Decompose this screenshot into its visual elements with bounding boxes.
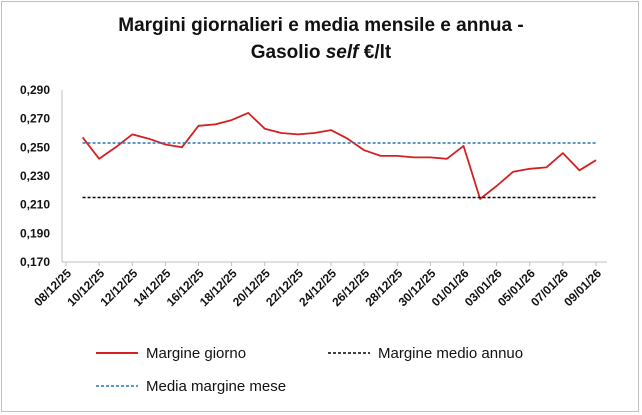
chart-title-prefix: Gasolio — [250, 42, 326, 63]
y-tick-label: 0,290 — [20, 83, 50, 97]
legend: Margine giorno Margine medio annuo Media m… — [96, 345, 523, 395]
y-tick-label: 0,210 — [20, 198, 50, 212]
x-axis-ticks: 08/12/2510/12/2512/12/2514/12/2516/12/25… — [31, 262, 604, 309]
legend-label: Media margine mese — [146, 378, 286, 395]
y-tick-label: 0,190 — [20, 226, 50, 240]
y-tick-label: 0,250 — [20, 140, 50, 154]
series-lines — [81, 112, 597, 200]
chart-title-suffix: €/lt — [358, 42, 392, 63]
x-tick-label: 09/01/26 — [561, 266, 604, 309]
y-tick-label: 0,230 — [20, 169, 50, 183]
y-axis-ticks: 0,170 0,190 0,210 0,230 0,250 0,270 0,290 — [20, 83, 50, 269]
chart-title-italic: self — [325, 42, 359, 63]
y-tick-label: 0,170 — [20, 255, 50, 269]
axes — [61, 90, 607, 263]
legend-label: Margine giorno — [146, 345, 246, 362]
chart-title: Margini giornalieri e media mensile e an… — [0, 12, 642, 66]
chart-title-line2: Gasolio self €/lt — [0, 39, 642, 66]
chart-title-line1: Margini giornalieri e media mensile e an… — [118, 15, 524, 36]
y-tick-label: 0,270 — [20, 112, 50, 126]
series-line-margine-giorno — [81, 112, 597, 200]
legend-label: Margine medio annuo — [378, 345, 523, 362]
